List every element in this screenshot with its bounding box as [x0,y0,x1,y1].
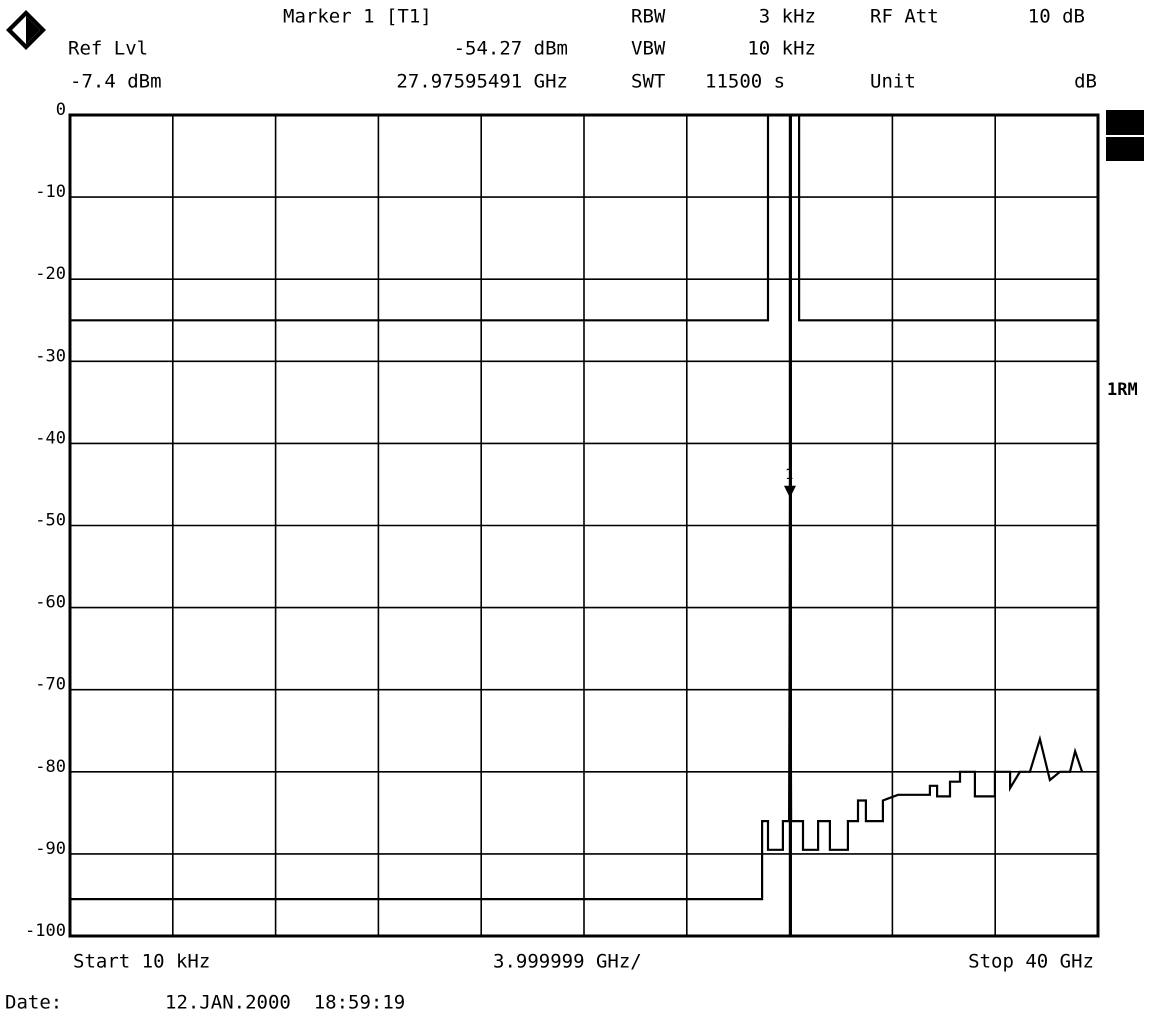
rbw: 3 kHz [759,6,816,28]
y-tick-label: -10 [35,182,66,202]
swt: 11500 s [705,71,785,93]
status-block [1106,137,1144,161]
date-label: Date: [5,992,62,1014]
y-tick-label: 0 [56,100,66,120]
trace [70,499,1084,901]
vbw: 10 kHz [747,38,816,60]
rf-att: 10 dB [1028,6,1085,28]
unit: dB [1074,71,1097,93]
ref-level: -7.4 dBm [70,71,162,93]
marker-label: 1 [785,467,793,483]
marker-frequency: 27.97595491 GHz [396,71,568,93]
y-tick-label: -50 [35,511,66,531]
rbw-label: RBW [631,6,666,28]
swt-label: SWT [631,71,665,93]
y-tick-label: -80 [35,757,66,777]
y-tick-label: -60 [35,593,66,613]
y-tick-label: -30 [35,346,66,366]
y-tick-label: -20 [35,264,66,284]
marker-level: -54.27 dBm [454,38,568,60]
marker [783,485,796,498]
plot-frame [68,113,1100,938]
y-tick-label: -70 [35,675,66,695]
status-block [1106,110,1144,135]
rf-att-label: RF Att [870,6,939,28]
start-frequency: Start 10 kHz [73,951,210,973]
date: 12.JAN.2000 18:59:19 [165,992,405,1014]
unit-label: Unit [870,71,916,93]
span-per-division: 3.999999 GHz/ [493,951,642,973]
marker-title: Marker 1 [T1] [283,6,432,28]
y-tick-label: -40 [35,428,66,448]
trace-mode: 1RM [1107,380,1138,400]
trace [70,115,1098,322]
ref-level-label: Ref Lvl [68,38,148,60]
logo [6,10,46,50]
y-tick-label: -90 [35,839,66,859]
vbw-label: VBW [631,38,666,60]
stop-frequency: Stop 40 GHz [968,951,1094,973]
y-tick-label: -100 [25,921,66,941]
